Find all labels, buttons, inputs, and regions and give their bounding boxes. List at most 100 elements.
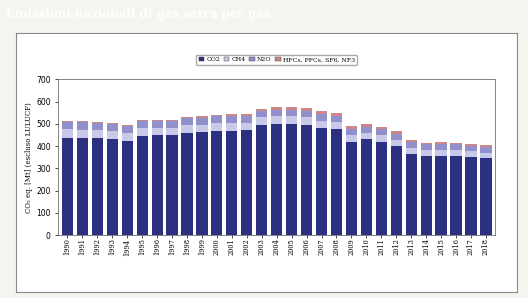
Bar — [196, 116, 208, 118]
Bar — [211, 116, 222, 123]
Bar — [376, 127, 387, 129]
Bar — [361, 127, 372, 133]
Bar — [166, 136, 177, 235]
Bar — [301, 111, 312, 117]
Bar — [480, 158, 492, 235]
Bar — [420, 143, 432, 144]
Bar — [226, 116, 238, 123]
Bar — [480, 145, 492, 147]
Bar — [376, 142, 387, 235]
Bar — [391, 146, 402, 235]
Bar — [436, 142, 447, 144]
Bar — [331, 122, 342, 129]
Bar — [406, 142, 417, 148]
Bar — [391, 134, 402, 140]
Bar — [211, 123, 222, 131]
Bar — [436, 144, 447, 150]
Bar — [92, 130, 103, 138]
Bar — [316, 121, 327, 128]
Bar — [92, 138, 103, 235]
Bar — [166, 128, 177, 136]
Bar — [346, 135, 357, 142]
Bar — [361, 124, 372, 127]
Bar — [465, 151, 477, 157]
Bar — [480, 147, 492, 153]
Bar — [316, 111, 327, 114]
Text: Emissioni nazionali di gas serra per gas: Emissioni nazionali di gas serra per gas — [6, 8, 271, 21]
Bar — [77, 138, 88, 235]
Bar — [92, 122, 103, 130]
Bar — [152, 121, 163, 128]
Bar — [361, 139, 372, 235]
Bar — [436, 150, 447, 156]
Bar — [121, 125, 133, 126]
Bar — [391, 131, 402, 134]
Bar — [182, 117, 193, 118]
Bar — [286, 116, 297, 124]
Bar — [420, 144, 432, 150]
Bar — [107, 123, 118, 124]
Bar — [196, 118, 208, 125]
Bar — [450, 144, 461, 150]
Bar — [77, 122, 88, 130]
Bar — [62, 121, 73, 122]
Bar — [480, 153, 492, 158]
Bar — [420, 150, 432, 156]
Bar — [107, 124, 118, 131]
Y-axis label: CO₂ eq. [Mt] (escluso LULUCF): CO₂ eq. [Mt] (escluso LULUCF) — [25, 102, 33, 212]
Bar — [121, 133, 133, 141]
Bar — [361, 133, 372, 139]
Bar — [331, 129, 342, 235]
Bar — [450, 150, 461, 156]
Bar — [182, 125, 193, 133]
Bar — [286, 110, 297, 116]
Bar — [301, 125, 312, 235]
Bar — [376, 136, 387, 142]
Bar — [331, 113, 342, 116]
Bar — [391, 140, 402, 146]
Bar — [271, 116, 282, 124]
Bar — [77, 121, 88, 122]
Bar — [376, 129, 387, 136]
Bar — [301, 108, 312, 111]
Bar — [286, 107, 297, 110]
Bar — [406, 140, 417, 142]
Bar — [241, 130, 252, 235]
Bar — [271, 107, 282, 110]
Bar — [256, 108, 267, 111]
Bar — [196, 125, 208, 132]
Bar — [152, 128, 163, 136]
Bar — [62, 122, 73, 129]
Bar — [77, 130, 88, 138]
Bar — [211, 115, 222, 116]
Bar — [346, 126, 357, 128]
Bar — [346, 142, 357, 235]
Bar — [152, 136, 163, 235]
Bar — [331, 116, 342, 122]
Bar — [137, 136, 148, 235]
Bar — [465, 157, 477, 235]
Bar — [406, 154, 417, 235]
Bar — [465, 146, 477, 151]
Bar — [226, 131, 238, 235]
Bar — [256, 111, 267, 117]
Bar — [271, 110, 282, 116]
Bar — [182, 118, 193, 125]
Bar — [137, 121, 148, 128]
Bar — [62, 138, 73, 235]
Bar — [271, 124, 282, 235]
Bar — [226, 114, 238, 116]
Bar — [166, 120, 177, 121]
Bar — [301, 117, 312, 125]
Bar — [182, 133, 193, 235]
Bar — [450, 156, 461, 235]
Bar — [166, 121, 177, 128]
Bar — [121, 141, 133, 235]
Bar — [256, 125, 267, 235]
Bar — [316, 128, 327, 235]
Bar — [286, 124, 297, 235]
Bar — [121, 126, 133, 133]
Bar — [241, 116, 252, 122]
Bar — [211, 131, 222, 235]
Legend: CO2, CH4, N2O, HFCs, PFCs, SF6, NF3: CO2, CH4, N2O, HFCs, PFCs, SF6, NF3 — [196, 55, 357, 65]
